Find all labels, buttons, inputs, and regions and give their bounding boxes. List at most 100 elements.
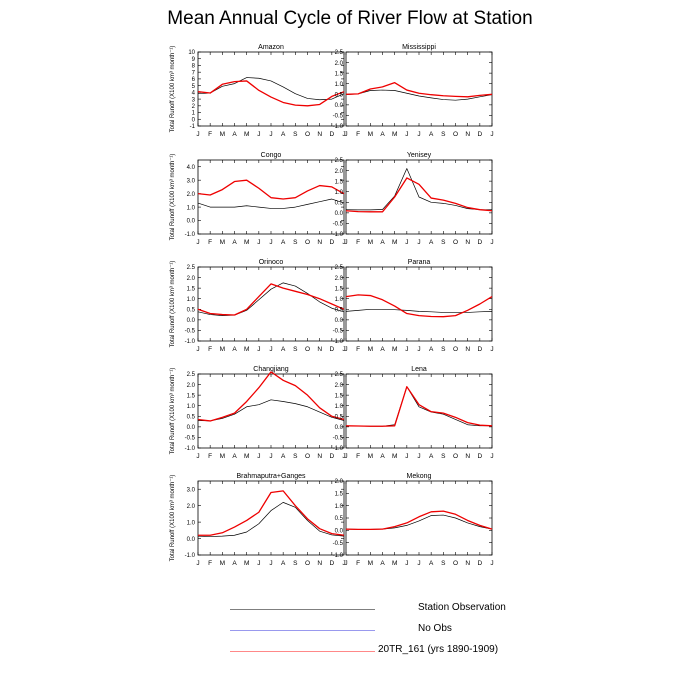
y-tick-label: 2.5 [335, 265, 344, 271]
x-tick-label: J [196, 239, 199, 246]
y-tick-label: 2.0 [335, 61, 344, 67]
x-tick-label: J [342, 239, 345, 246]
legend-swatch-observation [230, 609, 375, 610]
x-tick-label: J [417, 131, 420, 138]
legend-label-model: 20TR_161 (yrs 1890-1909) [378, 644, 499, 655]
y-tick-label: 1.0 [187, 297, 196, 303]
x-tick-label: S [293, 346, 298, 353]
y-tick-label: -1.0 [333, 339, 344, 345]
x-tick-label: O [305, 131, 310, 138]
x-tick-label: S [441, 131, 446, 138]
x-tick-label: M [368, 453, 373, 460]
x-tick-label: A [429, 560, 434, 567]
y-axis-label: Total Runoff (X100 km³ month⁻¹) [170, 154, 176, 241]
series-line-20tr-161-yrs-1890-1909 [197, 283, 345, 316]
series-line-station-observation [197, 282, 345, 316]
y-tick-label: 1.5 [335, 492, 344, 498]
y-tick-label: 0.0 [187, 318, 196, 324]
panel-title: Lena [411, 366, 427, 373]
x-tick-label: A [232, 346, 237, 353]
panel-parana: Parana-1.0-0.50.00.51.01.52.02.5J F M A M J J A… [333, 259, 494, 353]
x-tick-label: J [269, 560, 272, 567]
x-tick-label: J [490, 453, 493, 460]
y-tick-label: 0.0 [335, 425, 344, 431]
legend: Station Observation No Obs 20TR_161 (yrs… [228, 600, 548, 663]
y-tick-label: 0.5 [187, 414, 196, 420]
x-tick-label: M [244, 131, 249, 138]
series-line-20tr-161-yrs-1890-1909 [197, 80, 345, 107]
x-tick-label: M [392, 239, 397, 246]
x-tick-label: J [344, 131, 347, 138]
legend-swatch-model [230, 651, 375, 652]
x-tick-label: A [232, 239, 237, 246]
x-tick-label: J [257, 239, 260, 246]
x-tick-label: J [417, 453, 420, 460]
x-tick-label: O [305, 239, 310, 246]
x-tick-label: F [356, 346, 360, 353]
y-tick-label: 0.5 [335, 516, 344, 522]
panel-yenisey: Yenisey-1.0-0.50.00.51.01.52.02.5J F M A M J J… [333, 152, 494, 246]
x-tick-label: D [477, 346, 482, 353]
y-tick-label: -0.5 [185, 436, 196, 442]
x-tick-label: D [477, 131, 482, 138]
x-tick-label: A [281, 453, 286, 460]
y-tick-label: 3 [192, 97, 196, 103]
x-tick-label: J [342, 346, 345, 353]
x-tick-label: N [317, 131, 322, 138]
y-tick-label: 2.5 [187, 372, 196, 378]
panel-frame [345, 480, 493, 556]
y-tick-label: 2.0 [335, 383, 344, 389]
y-tick-label: -0.5 [333, 222, 344, 228]
y-tick-label: 6 [192, 77, 196, 83]
y-tick-label: -1.0 [185, 553, 196, 559]
y-tick-label: 0.0 [335, 318, 344, 324]
x-tick-label: M [392, 346, 397, 353]
x-tick-label: N [317, 239, 322, 246]
panel-title: Brahmaputra+Ganges [236, 473, 306, 480]
y-tick-label: 4 [192, 91, 196, 97]
panel-frame [197, 266, 345, 342]
series-line-20tr-161-yrs-1890-1909 [197, 179, 345, 200]
y-axis-label: Total Runoff (X100 km³ month⁻¹) [170, 46, 176, 133]
x-tick-label: N [317, 346, 322, 353]
x-tick-label: A [380, 560, 385, 567]
series-line-20tr-161-yrs-1890-1909 [345, 82, 493, 98]
y-tick-label: 0 [192, 117, 196, 123]
x-tick-label: M [244, 239, 249, 246]
x-tick-label: O [305, 560, 310, 567]
x-tick-label: S [293, 131, 298, 138]
x-tick-label: N [465, 560, 470, 567]
panel-title: Mekong [407, 473, 432, 480]
y-tick-label: -0.5 [333, 541, 344, 547]
series-line-20tr-161-yrs-1890-1909 [197, 371, 345, 422]
x-tick-label: S [293, 453, 298, 460]
series-line-station-observation [197, 399, 345, 422]
x-tick-label: O [453, 560, 458, 567]
x-tick-label: J [344, 453, 347, 460]
x-tick-label: J [196, 346, 199, 353]
x-tick-label: J [417, 239, 420, 246]
x-tick-label: M [220, 131, 225, 138]
x-tick-label: M [220, 453, 225, 460]
x-tick-label: N [465, 239, 470, 246]
y-tick-label: 1.0 [187, 205, 196, 211]
y-tick-label: 3.0 [187, 487, 196, 493]
x-tick-label: J [344, 239, 347, 246]
series-line-station-observation [345, 168, 492, 211]
panel-title: Changjiang [253, 366, 289, 373]
legend-label-no-obs: No Obs [418, 623, 452, 634]
x-tick-label: N [465, 453, 470, 460]
figure-title: Mean Annual Cycle of River Flow at Stati… [167, 8, 533, 29]
y-tick-label: 0.5 [335, 200, 344, 206]
x-tick-label: F [208, 239, 212, 246]
x-tick-label: J [405, 560, 408, 567]
x-tick-label: J [342, 453, 345, 460]
panel-frame [197, 373, 345, 449]
x-tick-label: J [257, 131, 260, 138]
x-tick-label: J [490, 131, 493, 138]
x-tick-label: J [257, 560, 260, 567]
x-tick-label: J [490, 239, 493, 246]
y-tick-label: 3.0 [187, 178, 196, 184]
y-tick-label: 2.0 [187, 276, 196, 282]
x-tick-label: J [257, 346, 260, 353]
